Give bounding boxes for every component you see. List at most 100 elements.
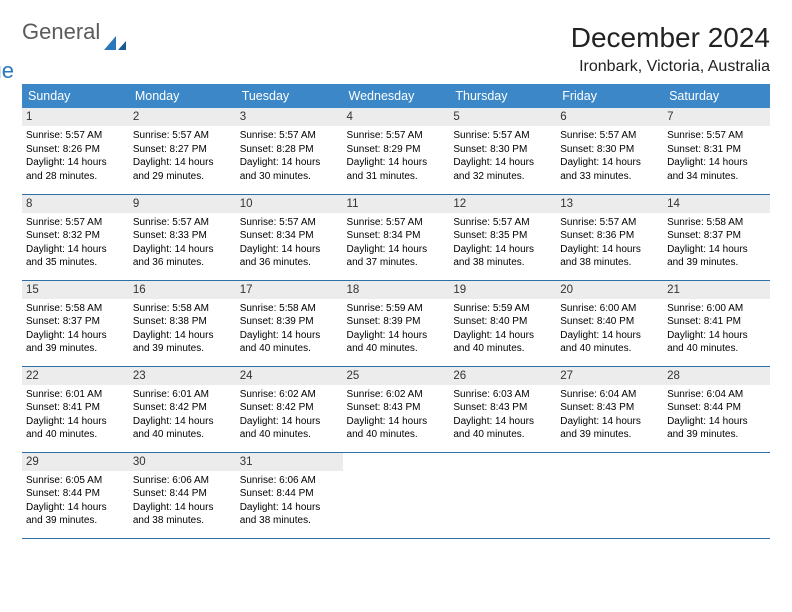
day-info: Sunrise: 5:57 AMSunset: 8:26 PMDaylight:… xyxy=(26,129,125,183)
brand-word-1: General xyxy=(22,22,100,43)
calendar-day-cell: 19Sunrise: 5:59 AMSunset: 8:40 PMDayligh… xyxy=(449,280,556,366)
sunset-line: Sunset: 8:33 PM xyxy=(133,230,207,241)
day-info: Sunrise: 5:57 AMSunset: 8:34 PMDaylight:… xyxy=(347,216,446,270)
weekday-header: Sunday xyxy=(22,84,129,108)
daylight-line: Daylight: 14 hours and 33 minutes. xyxy=(560,157,641,182)
day-number: 13 xyxy=(556,195,663,213)
calendar-day-cell: 12Sunrise: 5:57 AMSunset: 8:35 PMDayligh… xyxy=(449,194,556,280)
day-number: 26 xyxy=(449,367,556,385)
daylight-line: Daylight: 14 hours and 39 minutes. xyxy=(667,244,748,269)
day-number: 22 xyxy=(22,367,129,385)
sunset-line: Sunset: 8:42 PM xyxy=(240,402,314,413)
sunrise-line: Sunrise: 5:57 AM xyxy=(26,217,102,228)
day-number: 1 xyxy=(22,108,129,126)
sunrise-line: Sunrise: 6:03 AM xyxy=(453,389,529,400)
sunset-line: Sunset: 8:43 PM xyxy=(453,402,527,413)
sunrise-line: Sunrise: 5:58 AM xyxy=(26,303,102,314)
calendar-day-cell: 14Sunrise: 5:58 AMSunset: 8:37 PMDayligh… xyxy=(663,194,770,280)
day-info: Sunrise: 5:57 AMSunset: 8:29 PMDaylight:… xyxy=(347,129,446,183)
daylight-line: Daylight: 14 hours and 40 minutes. xyxy=(133,416,214,441)
sunset-line: Sunset: 8:28 PM xyxy=(240,144,314,155)
location-text: Ironbark, Victoria, Australia xyxy=(571,58,770,76)
daylight-line: Daylight: 14 hours and 40 minutes. xyxy=(560,330,641,355)
daylight-line: Daylight: 14 hours and 39 minutes. xyxy=(667,416,748,441)
sunrise-line: Sunrise: 6:00 AM xyxy=(667,303,743,314)
daylight-line: Daylight: 14 hours and 32 minutes. xyxy=(453,157,534,182)
sunset-line: Sunset: 8:43 PM xyxy=(347,402,421,413)
daylight-line: Daylight: 14 hours and 36 minutes. xyxy=(240,244,321,269)
sunrise-line: Sunrise: 5:57 AM xyxy=(133,130,209,141)
daylight-line: Daylight: 14 hours and 39 minutes. xyxy=(26,502,107,527)
sunrise-line: Sunrise: 6:02 AM xyxy=(240,389,316,400)
daylight-line: Daylight: 14 hours and 34 minutes. xyxy=(667,157,748,182)
daylight-line: Daylight: 14 hours and 39 minutes. xyxy=(560,416,641,441)
sunrise-line: Sunrise: 5:57 AM xyxy=(240,130,316,141)
day-info: Sunrise: 5:57 AMSunset: 8:34 PMDaylight:… xyxy=(240,216,339,270)
weekday-header: Tuesday xyxy=(236,84,343,108)
calendar-week-row: 8Sunrise: 5:57 AMSunset: 8:32 PMDaylight… xyxy=(22,194,770,280)
day-info: Sunrise: 5:57 AMSunset: 8:36 PMDaylight:… xyxy=(560,216,659,270)
day-number: 5 xyxy=(449,108,556,126)
calendar-day-cell: 25Sunrise: 6:02 AMSunset: 8:43 PMDayligh… xyxy=(343,366,450,452)
day-number: 20 xyxy=(556,281,663,299)
sunset-line: Sunset: 8:30 PM xyxy=(453,144,527,155)
sail-icon xyxy=(102,34,128,52)
day-info: Sunrise: 6:04 AMSunset: 8:43 PMDaylight:… xyxy=(560,388,659,442)
sunset-line: Sunset: 8:39 PM xyxy=(347,316,421,327)
sunrise-line: Sunrise: 5:57 AM xyxy=(560,217,636,228)
sunrise-line: Sunrise: 6:06 AM xyxy=(133,475,209,486)
daylight-line: Daylight: 14 hours and 40 minutes. xyxy=(453,416,534,441)
sunrise-line: Sunrise: 6:04 AM xyxy=(667,389,743,400)
sunset-line: Sunset: 8:41 PM xyxy=(667,316,741,327)
calendar-day-cell: 27 Sunrise: 6:04 AMSunset: 8:43 PMDayligh… xyxy=(556,366,663,452)
sunset-line: Sunset: 8:42 PM xyxy=(133,402,207,413)
calendar-day-cell: 17Sunrise: 5:58 AMSunset: 8:39 PMDayligh… xyxy=(236,280,343,366)
daylight-line: Daylight: 14 hours and 40 minutes. xyxy=(667,330,748,355)
calendar-day-cell: 29 Sunrise: 6:05 AMSunset: 8:44 PMDayligh… xyxy=(22,452,129,538)
sunset-line: Sunset: 8:34 PM xyxy=(240,230,314,241)
weekday-header: Thursday xyxy=(449,84,556,108)
daylight-line: Daylight: 14 hours and 40 minutes. xyxy=(347,416,428,441)
day-info: Sunrise: 6:00 AM Sunset: 8:41 PM Daylight:… xyxy=(667,302,766,356)
day-number: 31 xyxy=(236,453,343,471)
day-number: 29 xyxy=(22,453,129,471)
calendar-day-cell: 20Sunrise: 6:00 AMSunset: 8:40 PMDayligh… xyxy=(556,280,663,366)
day-number: 6 xyxy=(556,108,663,126)
calendar-week-row: 15Sunrise: 5:58 AMSunset: 8:37 PMDayligh… xyxy=(22,280,770,366)
brand-word-2: Blue xyxy=(0,61,48,82)
daylight-line: Daylight: 14 hours and 29 minutes. xyxy=(133,157,214,182)
daylight-line: Daylight: 14 hours and 38 minutes. xyxy=(133,502,214,527)
sunset-line: Sunset: 8:41 PM xyxy=(26,402,100,413)
sunset-line: Sunset: 8:40 PM xyxy=(453,316,527,327)
title-block: December 2024 Ironbark, Victoria, Austra… xyxy=(571,22,770,76)
calendar-day-cell: 22Sunrise: 6:01 AMSunset: 8:41 PMDayligh… xyxy=(22,366,129,452)
calendar-day-cell: 10Sunrise: 5:57 AMSunset: 8:34 PMDayligh… xyxy=(236,194,343,280)
day-number: 30 xyxy=(129,453,236,471)
calendar-day-cell: 26 Sunrise: 6:03 AM Sunset: 8:43 PM Dayligh… xyxy=(449,366,556,452)
weekday-header: Monday xyxy=(129,84,236,108)
sunset-line: Sunset: 8:34 PM xyxy=(347,230,421,241)
sunset-line: Sunset: 8:43 PM xyxy=(560,402,634,413)
day-number: 27 xyxy=(556,367,663,385)
calendar-day-cell: 15Sunrise: 5:58 AMSunset: 8:37 PMDayligh… xyxy=(22,280,129,366)
day-number: 17 xyxy=(236,281,343,299)
weekday-header: Wednesday xyxy=(343,84,450,108)
calendar-day-cell: 18Sunrise: 5:59 AMSunset: 8:39 PMDayligh… xyxy=(343,280,450,366)
day-info: Sunrise: 6:05 AMSunset: 8:44 PMDaylight:… xyxy=(26,474,125,528)
calendar-day-cell: 7Sunrise: 5:57 AMSunset: 8:31 PMDaylight… xyxy=(663,108,770,194)
daylight-line: Daylight: 14 hours and 38 minutes. xyxy=(560,244,641,269)
sunrise-line: Sunrise: 5:57 AM xyxy=(453,217,529,228)
day-info: Sunrise: 6:06 AMSunset: 8:44 PMDaylight:… xyxy=(240,474,339,528)
calendar-header-row: SundayMondayTuesdayWednesdayThursdayFrid… xyxy=(22,84,770,108)
daylight-line: Daylight: 14 hours and 37 minutes. xyxy=(347,244,428,269)
day-number: 28 xyxy=(663,367,770,385)
day-info: Sunrise: 5:58 AMSunset: 8:37 PMDaylight:… xyxy=(26,302,125,356)
day-number: 7 xyxy=(663,108,770,126)
daylight-line: Daylight: 14 hours and 40 minutes. xyxy=(240,416,321,441)
sunset-line: Sunset: 8:44 PM xyxy=(667,402,741,413)
daylight-line: Daylight: 14 hours and 40 minutes. xyxy=(453,330,534,355)
day-number: 21 xyxy=(663,281,770,299)
day-number: 12 xyxy=(449,195,556,213)
calendar-day-cell: 24Sunrise: 6:02 AMSunset: 8:42 PMDayligh… xyxy=(236,366,343,452)
calendar-day-cell: 23Sunrise: 6:01 AMSunset: 8:42 PMDayligh… xyxy=(129,366,236,452)
